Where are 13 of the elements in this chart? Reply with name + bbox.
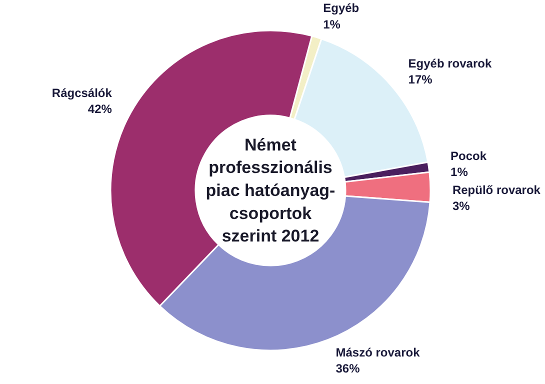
data-label: 36% xyxy=(336,361,360,376)
slice-label: Egyéb xyxy=(323,1,360,16)
slice-label: Pocok xyxy=(450,148,487,163)
slice-label: Mászó rovarok xyxy=(336,345,420,360)
data-label: 1% xyxy=(450,164,468,179)
data-label: 17% xyxy=(408,72,433,87)
data-label: 1% xyxy=(323,17,341,32)
slice-label: Repülő rovarok xyxy=(452,182,541,197)
data-label: 42% xyxy=(88,102,112,116)
data-label: 3% xyxy=(452,198,470,213)
slice-label: Egyéb rovarok xyxy=(408,56,492,71)
slice-label: Rágcsálók xyxy=(52,86,112,100)
text: Német professzionális piac hatóanyag- csoportok szerint 2012 xyxy=(206,135,336,246)
